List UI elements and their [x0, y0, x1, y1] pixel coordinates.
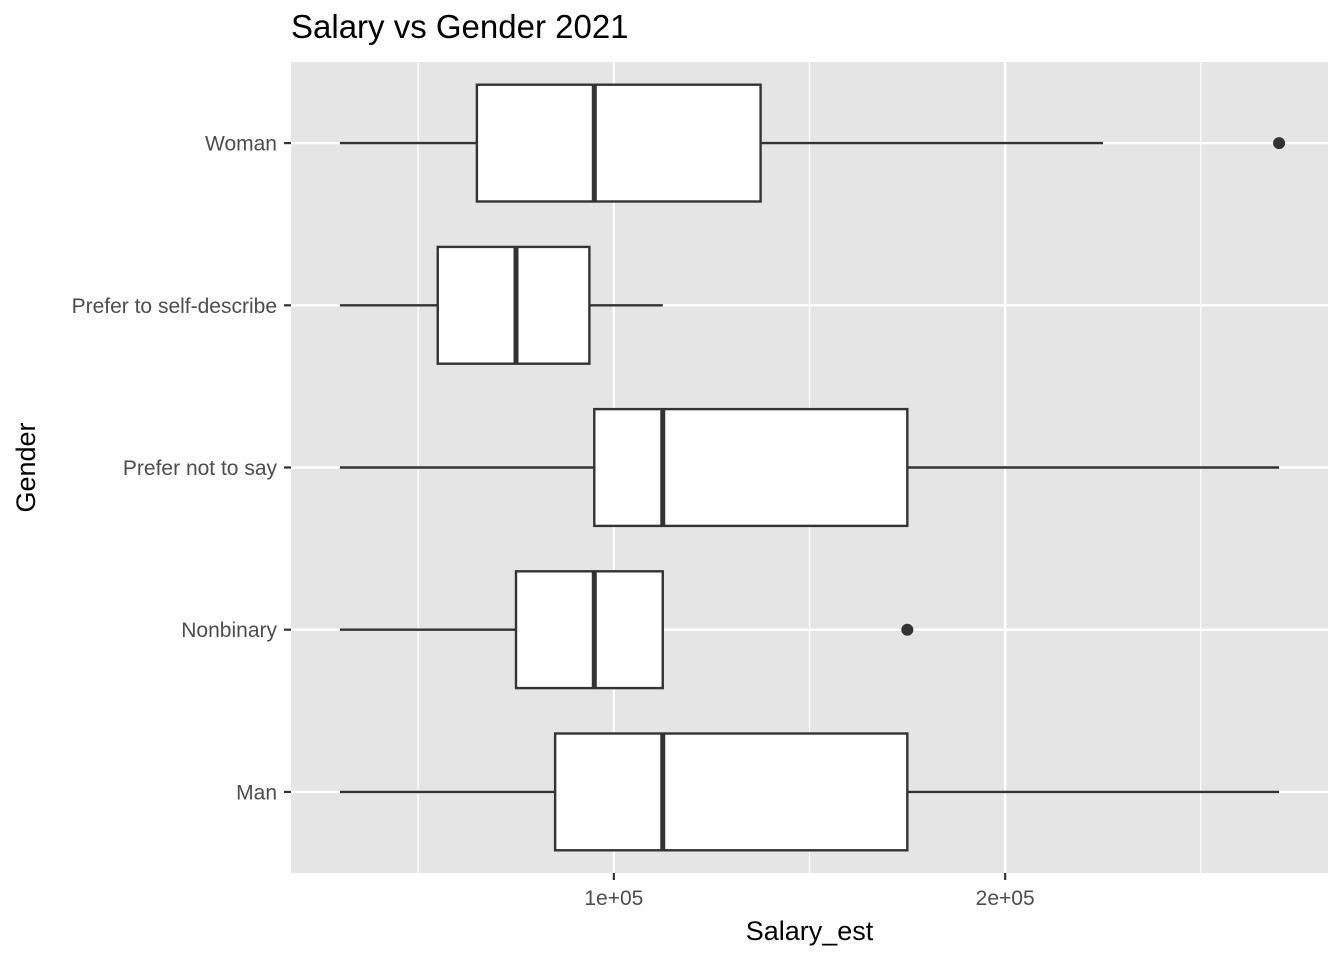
y-tick-label: Man	[236, 781, 277, 804]
box-iqr	[553, 732, 909, 852]
box-iqr	[475, 83, 762, 203]
y-tick-label: Nonbinary	[181, 619, 277, 642]
box-iqr	[593, 407, 909, 528]
x-tick-label: 1e+05	[584, 887, 643, 910]
y-tick-label: Prefer to self-describe	[72, 295, 277, 318]
y-tick-label: Woman	[205, 133, 277, 156]
box-woman	[339, 83, 1286, 203]
boxplots	[339, 83, 1286, 852]
box-iqr	[514, 570, 664, 690]
x-axis-title: Salary_est	[746, 916, 874, 946]
box-prefer-to-self-describe	[339, 245, 663, 365]
box-prefer-not-to-say	[339, 407, 1280, 528]
chart-title: Salary vs Gender 2021	[291, 8, 629, 45]
outlier-point	[901, 623, 914, 636]
box-nonbinary	[339, 570, 914, 690]
box-man	[339, 732, 1280, 852]
y-tick-label: Prefer not to say	[123, 457, 278, 480]
y-axis: Man Nonbinary Prefer not to say Prefer to s…	[72, 133, 291, 804]
y-axis-title: Gender	[11, 422, 41, 512]
x-axis: 1e+05 2e+05	[584, 873, 1035, 910]
x-tick-label: 2e+05	[976, 887, 1035, 910]
outlier-point	[1273, 137, 1286, 150]
